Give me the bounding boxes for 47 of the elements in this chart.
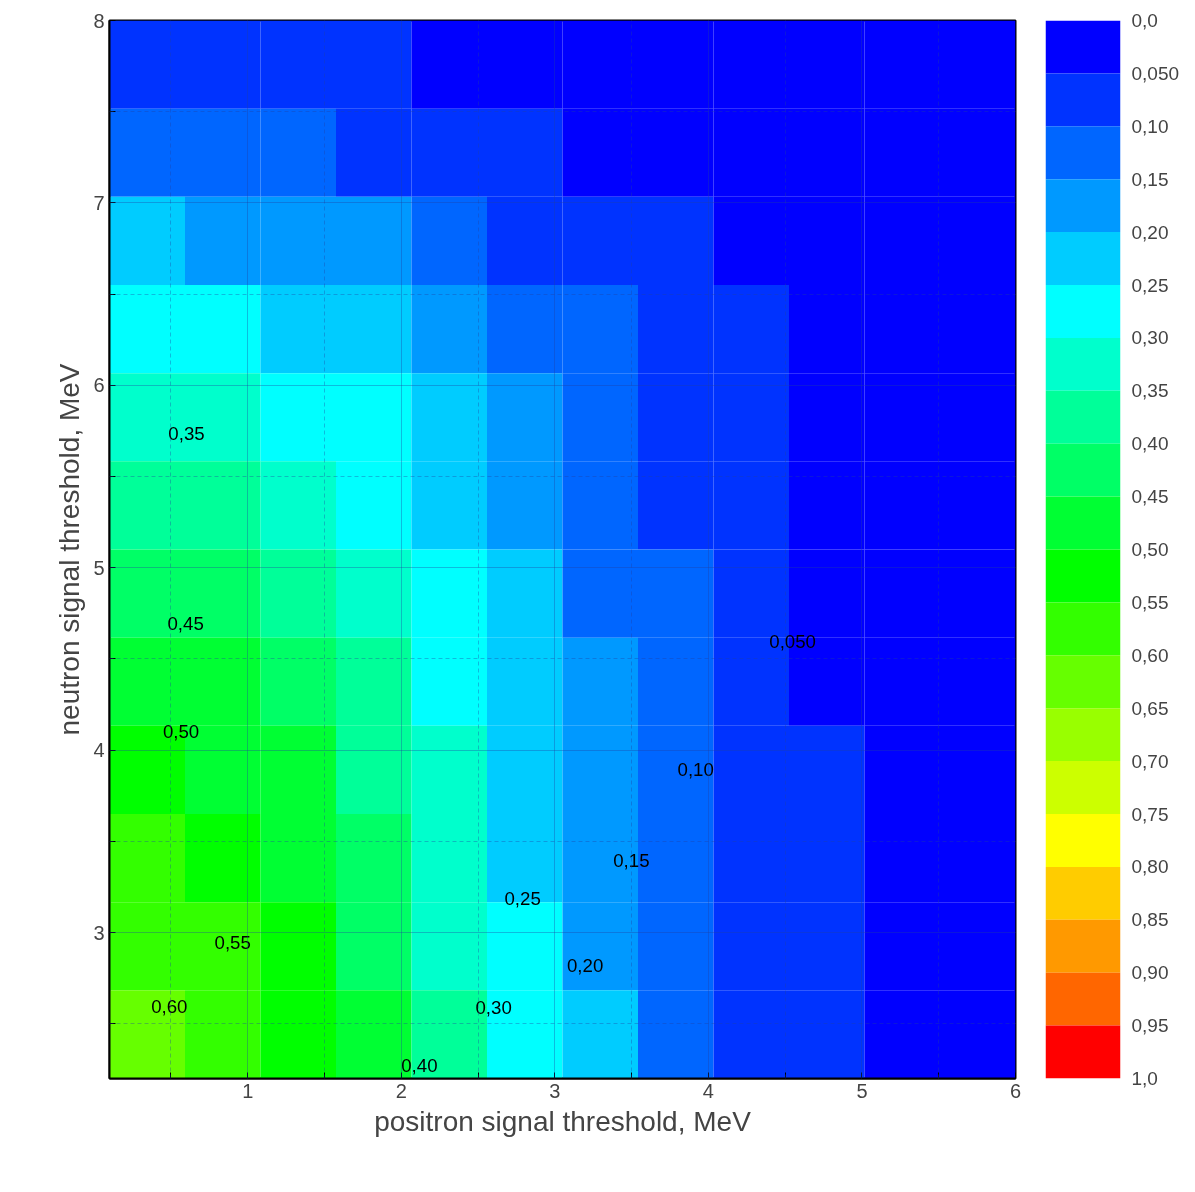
color-bar-label: 0,15 (1131, 168, 1169, 190)
annotation: 0,050 (769, 631, 816, 653)
color-bar-label: 0,85 (1131, 909, 1169, 931)
y-axis-title: neutron signal threshold, MeV (54, 363, 86, 736)
color-bar-label: 0,25 (1131, 274, 1169, 296)
annotation: 0,25 (504, 888, 541, 910)
color-bar-label: 1,0 (1131, 1068, 1158, 1089)
annotation: 0,10 (677, 759, 714, 781)
x-tick-label: 6 (1009, 1079, 1022, 1102)
color-bar-label: 0,30 (1131, 327, 1169, 349)
color-bar-label: 0,050 (1131, 62, 1180, 84)
x-tick-label: 4 (702, 1079, 714, 1102)
color-bar-label: 0,75 (1131, 803, 1169, 825)
annotation: 0,15 (613, 850, 650, 872)
y-tick-label: 6 (93, 374, 105, 397)
annotation: 0,30 (475, 997, 512, 1019)
color-bar-label: 0,65 (1131, 697, 1169, 719)
color-bar-label: 0,40 (1131, 433, 1169, 455)
annotation: 0,45 (167, 613, 204, 635)
annotation: 0,40 (401, 1055, 438, 1077)
x-tick-label: 5 (856, 1079, 868, 1102)
color-bar-label: 0,45 (1131, 486, 1169, 508)
color-bar-label: 0,60 (1131, 644, 1169, 666)
y-tick-label: 8 (93, 9, 105, 32)
annotation: 0,55 (214, 931, 251, 953)
color-bar-label: 0,80 (1131, 856, 1169, 878)
annotation: 0,60 (151, 996, 188, 1018)
x-axis-title: positron signal threshold, MeV (374, 1105, 752, 1137)
annotation: 0,35 (168, 422, 205, 444)
x-tick-label: 1 (242, 1079, 254, 1102)
color-bar-label: 0,90 (1131, 962, 1169, 984)
x-tick-label: 2 (395, 1079, 407, 1102)
y-tick-label: 4 (93, 739, 105, 762)
y-tick-label: 7 (93, 191, 105, 214)
x-tick-label: 3 (549, 1079, 561, 1102)
annotation: 0,20 (566, 954, 604, 976)
color-bar-label: 0,20 (1131, 221, 1169, 243)
color-bar-label: 0,0 (1131, 10, 1158, 31)
y-tick-label: 3 (93, 921, 105, 944)
color-bar-label: 0,95 (1131, 1015, 1169, 1037)
color-bar-label: 0,70 (1131, 750, 1169, 772)
color-bar-label: 0,50 (1131, 539, 1169, 560)
color-bar-label: 0,55 (1131, 591, 1169, 613)
color-bar-label: 0,10 (1131, 115, 1169, 137)
color-bar-label: 0,35 (1131, 380, 1169, 402)
annotation: 0,50 (162, 720, 200, 742)
y-tick-label: 5 (93, 556, 105, 579)
